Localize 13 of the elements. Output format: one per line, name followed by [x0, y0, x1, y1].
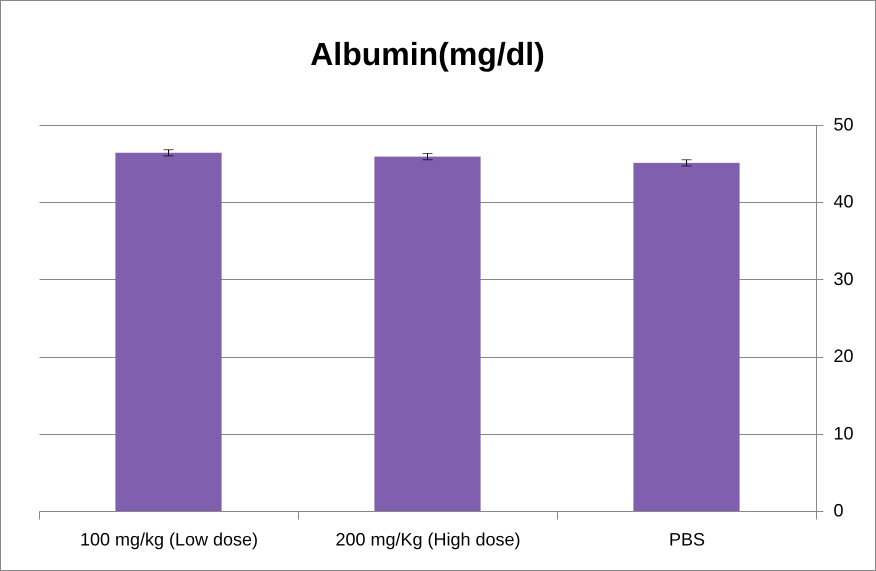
x-tick-label: 100 mg/kg (Low dose): [80, 530, 258, 550]
chart-title: Albumin(mg/dl): [310, 36, 545, 72]
y-tick-label: 20: [834, 346, 854, 366]
y-tick-label: 40: [834, 192, 854, 212]
y-tick-label: 30: [834, 268, 854, 289]
x-tick-label: 200 mg/Kg (High dose): [335, 530, 521, 550]
bar: [633, 162, 740, 511]
y-tick-label: 50: [834, 114, 854, 134]
bar: [115, 152, 222, 511]
y-tick-label: 10: [834, 423, 854, 444]
bar: [374, 156, 481, 511]
y-tick-label: 0: [834, 500, 844, 520]
x-tick-label: PBS: [668, 530, 706, 550]
